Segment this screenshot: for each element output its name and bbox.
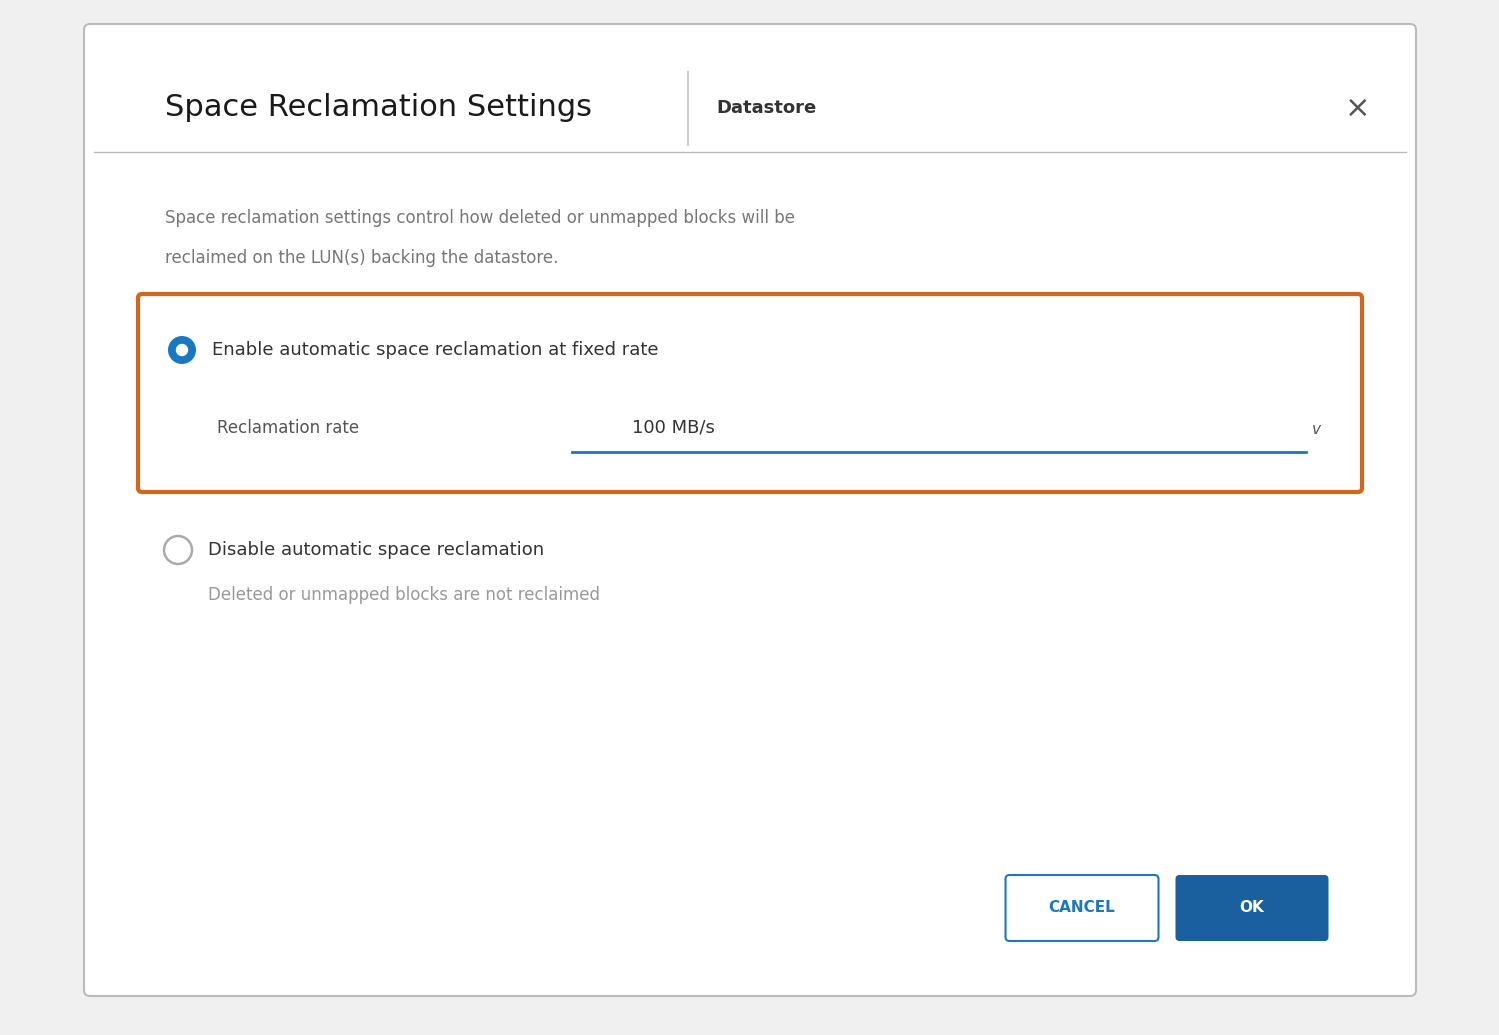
FancyBboxPatch shape (1006, 875, 1159, 941)
Text: reclaimed on the LUN(s) backing the datastore.: reclaimed on the LUN(s) backing the data… (165, 249, 558, 267)
Text: ×: × (1345, 93, 1370, 122)
Text: 100 MB/s: 100 MB/s (633, 419, 715, 437)
Text: v: v (1312, 422, 1321, 438)
Text: OK: OK (1240, 900, 1264, 916)
Circle shape (163, 536, 192, 564)
Text: Disable automatic space reclamation: Disable automatic space reclamation (208, 541, 544, 559)
Circle shape (168, 336, 196, 364)
Text: Enable automatic space reclamation at fixed rate: Enable automatic space reclamation at fi… (211, 341, 658, 359)
FancyBboxPatch shape (84, 24, 1417, 996)
Text: Deleted or unmapped blocks are not reclaimed: Deleted or unmapped blocks are not recla… (208, 586, 600, 604)
Text: Space Reclamation Settings: Space Reclamation Settings (165, 93, 592, 122)
Text: Reclamation rate: Reclamation rate (217, 419, 360, 437)
Text: Space reclamation settings control how deleted or unmapped blocks will be: Space reclamation settings control how d… (165, 209, 794, 227)
Circle shape (177, 345, 187, 355)
Text: CANCEL: CANCEL (1049, 900, 1115, 916)
Text: Datastore: Datastore (717, 99, 817, 117)
FancyBboxPatch shape (138, 294, 1363, 492)
FancyBboxPatch shape (1175, 875, 1328, 941)
